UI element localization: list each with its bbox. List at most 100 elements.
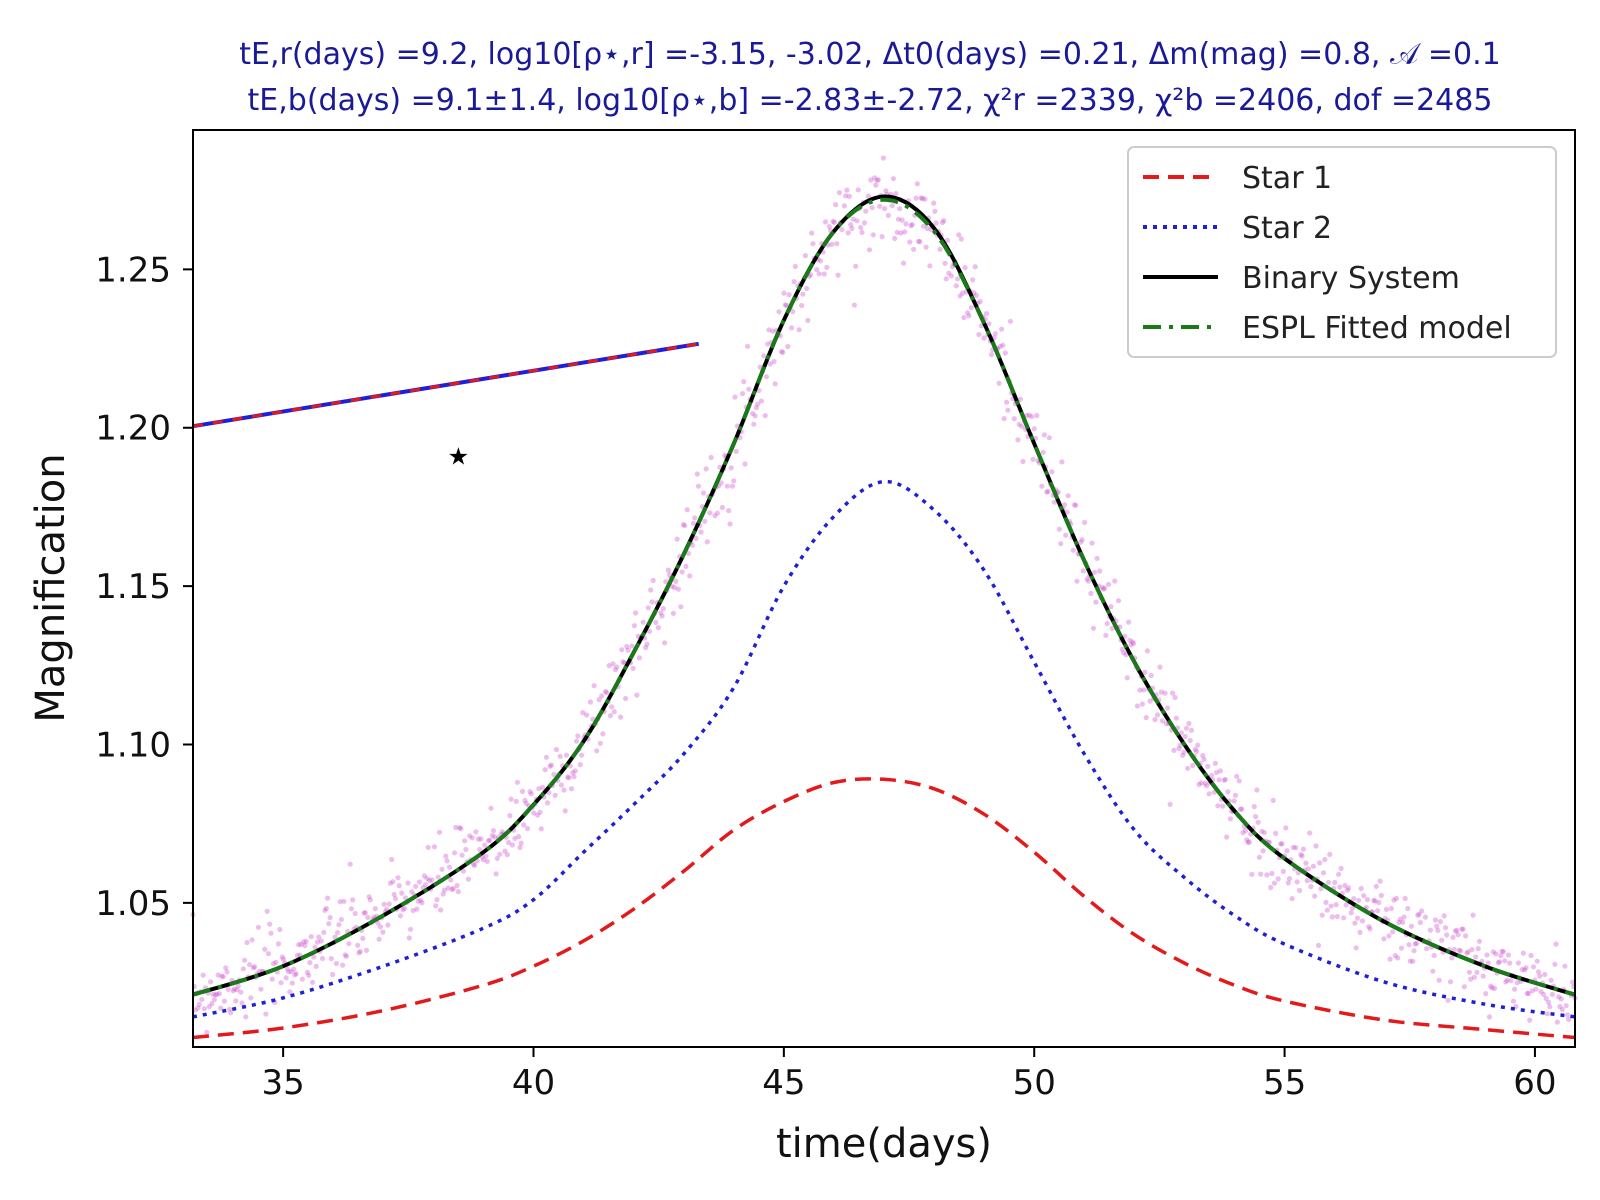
data-point (1434, 923, 1440, 929)
data-point (695, 483, 702, 489)
data-point (1283, 825, 1289, 831)
data-point (694, 471, 700, 477)
data-point (1361, 893, 1367, 899)
data-point (287, 989, 293, 995)
data-point (522, 797, 528, 804)
x-tick-label: 50 (1013, 1063, 1056, 1103)
data-point (1522, 967, 1528, 973)
y-tick-label: 1.15 (95, 567, 171, 607)
data-point (1172, 694, 1178, 701)
data-point (1441, 913, 1447, 919)
data-point (375, 920, 381, 926)
data-point (1471, 974, 1477, 980)
x-axis-ticks: 35 40 45 50 55 60 (261, 1047, 1557, 1103)
data-point (719, 504, 726, 511)
data-point (1323, 899, 1329, 906)
data-point (365, 914, 371, 921)
data-point (673, 578, 679, 585)
data-point (1401, 914, 1407, 920)
data-point (540, 784, 546, 791)
data-point (1346, 885, 1352, 891)
data-point (1143, 715, 1149, 721)
data-point (1417, 919, 1423, 926)
data-point (435, 874, 441, 880)
data-point (1099, 584, 1105, 591)
data-point (292, 972, 298, 978)
data-point (1201, 756, 1207, 762)
data-point (1367, 926, 1373, 932)
data-point (1344, 887, 1350, 893)
data-point (834, 241, 840, 247)
data-point (311, 954, 317, 960)
data-point (1465, 949, 1471, 955)
data-point (640, 619, 646, 625)
data-point (898, 230, 904, 236)
data-point (1297, 887, 1303, 894)
data-point (943, 276, 949, 282)
data-point (1542, 971, 1548, 978)
data-point (1205, 763, 1211, 770)
data-point (415, 898, 421, 904)
data-point (1489, 985, 1495, 991)
data-point (879, 234, 885, 240)
data-point (1183, 725, 1189, 731)
data-point (514, 779, 521, 785)
data-point (469, 835, 475, 841)
data-point (1319, 912, 1325, 918)
data-point (490, 828, 497, 834)
data-point (1079, 537, 1085, 543)
data-point (1063, 532, 1069, 538)
data-point (440, 891, 446, 897)
data-point (402, 895, 409, 901)
data-point (1454, 927, 1460, 933)
data-point (399, 890, 405, 896)
data-point (363, 947, 370, 954)
data-point (854, 218, 860, 224)
data-point (492, 834, 498, 840)
data-point (1182, 733, 1188, 740)
data-point (1109, 625, 1115, 631)
data-point (1547, 1004, 1553, 1010)
data-point (1415, 912, 1421, 918)
data-point (396, 883, 402, 889)
data-point (234, 987, 240, 993)
data-point (1449, 955, 1455, 961)
data-point (357, 948, 363, 955)
data-point (1100, 586, 1106, 592)
data-point (431, 844, 437, 850)
data-point (670, 610, 677, 616)
data-point (536, 786, 542, 792)
data-point (1447, 979, 1454, 985)
data-point (1212, 760, 1218, 767)
data-point (1305, 866, 1311, 872)
data-point (215, 972, 221, 978)
data-point (648, 587, 654, 593)
data-point (1456, 947, 1462, 953)
data-point (1103, 632, 1109, 639)
data-point (789, 325, 795, 331)
data-point (1416, 911, 1422, 917)
data-point (1105, 581, 1112, 588)
data-point (1364, 897, 1371, 903)
data-point (1430, 968, 1436, 974)
data-point (805, 317, 811, 323)
data-point (376, 936, 382, 942)
data-point (718, 480, 724, 486)
data-point (211, 997, 217, 1003)
data-point (407, 926, 414, 932)
data-point (1034, 412, 1040, 419)
data-point (841, 203, 848, 209)
data-point (1491, 985, 1498, 992)
data-point (284, 966, 290, 972)
x-tick-label: 55 (1263, 1063, 1306, 1103)
data-point (1180, 752, 1186, 758)
data-point (606, 663, 612, 669)
data-point (338, 916, 344, 923)
data-point (308, 934, 314, 940)
data-point (1352, 920, 1358, 926)
data-point (385, 922, 391, 928)
data-point (509, 842, 515, 848)
data-point (1141, 687, 1147, 693)
data-point (1059, 459, 1065, 465)
data-point (996, 380, 1002, 386)
